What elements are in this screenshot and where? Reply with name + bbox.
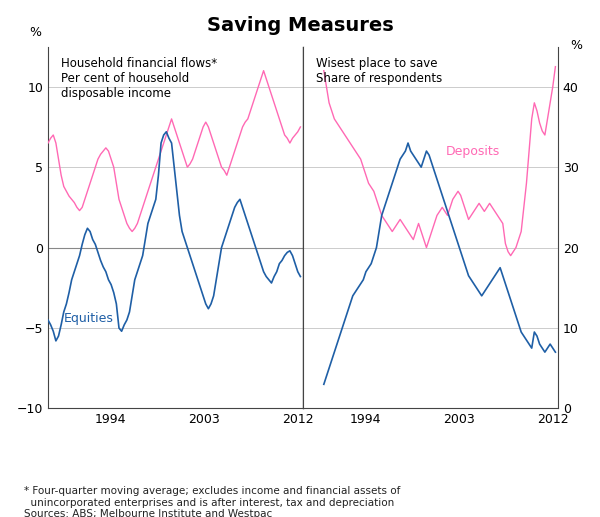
Y-axis label: %: % <box>29 26 41 39</box>
Text: Equities: Equities <box>64 312 113 325</box>
Text: Deposits: Deposits <box>446 145 500 158</box>
Text: Household financial flows*
Per cent of household
disposable income: Household financial flows* Per cent of h… <box>61 57 217 100</box>
Text: Saving Measures: Saving Measures <box>206 16 394 35</box>
Text: * Four-quarter moving average; excludes income and financial assets of
  unincor: * Four-quarter moving average; excludes … <box>24 486 400 517</box>
Y-axis label: %: % <box>570 39 582 52</box>
Text: Wisest place to save
Share of respondents: Wisest place to save Share of respondent… <box>316 57 442 85</box>
